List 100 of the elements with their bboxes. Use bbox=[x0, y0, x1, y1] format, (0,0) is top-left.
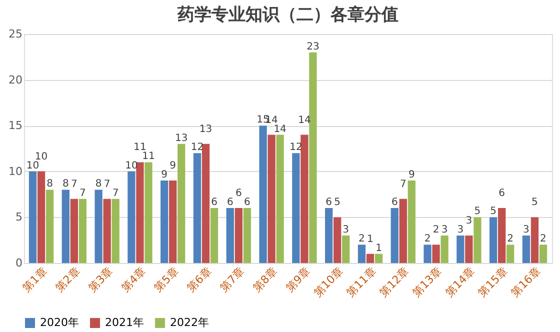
x-tick-label: 第16章 bbox=[508, 264, 544, 300]
bar bbox=[366, 254, 374, 263]
bar bbox=[498, 208, 506, 263]
bar bbox=[300, 134, 308, 263]
x-tick-label: 第11章 bbox=[344, 264, 379, 300]
data-label: 7 bbox=[79, 188, 86, 199]
bar bbox=[489, 217, 498, 263]
data-label: 8 bbox=[95, 178, 102, 190]
bar bbox=[243, 208, 251, 263]
data-label: 7 bbox=[112, 188, 119, 199]
bar bbox=[193, 153, 202, 263]
bar bbox=[342, 236, 350, 263]
bar bbox=[37, 171, 46, 263]
bar bbox=[522, 236, 530, 263]
bar bbox=[539, 244, 548, 263]
chart-title: 药学专业知识（二）各章分值 bbox=[176, 5, 398, 25]
data-label: 11 bbox=[142, 151, 155, 162]
bar bbox=[309, 52, 317, 263]
data-label: 3 bbox=[457, 224, 464, 236]
data-label: 2 bbox=[424, 234, 431, 245]
bar bbox=[46, 190, 54, 263]
bar bbox=[325, 208, 333, 263]
bar bbox=[210, 208, 218, 263]
bar bbox=[424, 244, 432, 263]
data-label: 3 bbox=[441, 224, 448, 236]
data-label: 9 bbox=[408, 170, 415, 181]
y-tick-label: 25 bbox=[8, 28, 22, 40]
y-tick-label: 0 bbox=[16, 256, 22, 270]
data-label: 6 bbox=[235, 188, 242, 200]
data-label: 6 bbox=[244, 197, 250, 208]
legend-label: 2022年 bbox=[170, 316, 209, 329]
x-tick-label: 第5章 bbox=[152, 264, 182, 294]
data-label: 6 bbox=[498, 188, 506, 200]
data-label: 8 bbox=[46, 178, 53, 190]
bar bbox=[432, 244, 440, 263]
bar bbox=[112, 198, 120, 263]
bar bbox=[374, 254, 383, 263]
x-tick-label: 第7章 bbox=[217, 264, 248, 294]
bar bbox=[334, 217, 342, 263]
x-tick-label: 第9章 bbox=[283, 264, 313, 294]
bar bbox=[178, 144, 186, 263]
bar bbox=[234, 208, 242, 263]
data-label: 2 bbox=[358, 234, 365, 245]
data-label: 10 bbox=[26, 160, 40, 172]
bar bbox=[28, 171, 37, 263]
x-tick-label: 第8章 bbox=[250, 264, 280, 294]
bar bbox=[358, 244, 366, 263]
bar bbox=[259, 126, 267, 263]
bar bbox=[70, 198, 78, 263]
data-label: 9 bbox=[161, 170, 168, 181]
x-tick-label: 第3章 bbox=[86, 264, 116, 294]
x-tick-label: 第2章 bbox=[52, 264, 83, 294]
y-tick-label: 5 bbox=[16, 210, 22, 224]
data-label: 2 bbox=[507, 234, 514, 245]
x-tick-label: 第6章 bbox=[184, 264, 214, 294]
x-tick-label: 第4章 bbox=[118, 264, 148, 294]
x-tick-label: 第13章 bbox=[410, 264, 445, 300]
bar bbox=[456, 236, 464, 263]
data-label: 10 bbox=[34, 151, 48, 162]
bar bbox=[160, 180, 168, 263]
data-label: 8 bbox=[62, 178, 69, 190]
bar bbox=[78, 198, 87, 263]
data-label: 9 bbox=[170, 160, 176, 172]
data-label: 6 bbox=[211, 197, 218, 208]
x-tick-label: 第10章 bbox=[311, 264, 346, 300]
bar bbox=[530, 217, 539, 263]
data-label: 3 bbox=[523, 224, 530, 236]
x-tick-label: 第12章 bbox=[376, 264, 412, 300]
data-label: 3 bbox=[466, 216, 472, 227]
y-tick-label: 15 bbox=[8, 119, 22, 132]
data-label: 2 bbox=[432, 224, 440, 236]
bar bbox=[136, 162, 144, 263]
data-label: 14 bbox=[274, 124, 286, 135]
data-label: 6 bbox=[326, 197, 332, 208]
x-tick-label: 第15章 bbox=[476, 264, 510, 300]
bar bbox=[128, 171, 136, 263]
y-tick-label: 20 bbox=[8, 73, 22, 86]
data-label: 13 bbox=[199, 124, 212, 135]
bar bbox=[144, 162, 152, 263]
bar bbox=[506, 244, 514, 263]
legend-label: 2020年 bbox=[40, 316, 79, 329]
data-label: 1 bbox=[376, 242, 382, 254]
bar bbox=[226, 208, 234, 263]
bar bbox=[268, 134, 276, 263]
bar bbox=[202, 144, 210, 263]
data-label: 7 bbox=[70, 178, 78, 190]
data-label: 6 bbox=[391, 197, 398, 208]
bar bbox=[62, 190, 70, 263]
data-label: 13 bbox=[175, 132, 188, 144]
bar bbox=[103, 198, 111, 263]
bar bbox=[390, 208, 398, 263]
data-label: 3 bbox=[342, 224, 350, 236]
legend-label: 2021年 bbox=[105, 316, 144, 329]
bar bbox=[465, 236, 473, 263]
data-label: 7 bbox=[400, 178, 406, 190]
bar bbox=[440, 236, 448, 263]
bar bbox=[276, 134, 284, 263]
data-label: 7 bbox=[104, 178, 110, 190]
bar bbox=[399, 198, 407, 263]
x-tick-label: 第14章 bbox=[442, 264, 478, 300]
